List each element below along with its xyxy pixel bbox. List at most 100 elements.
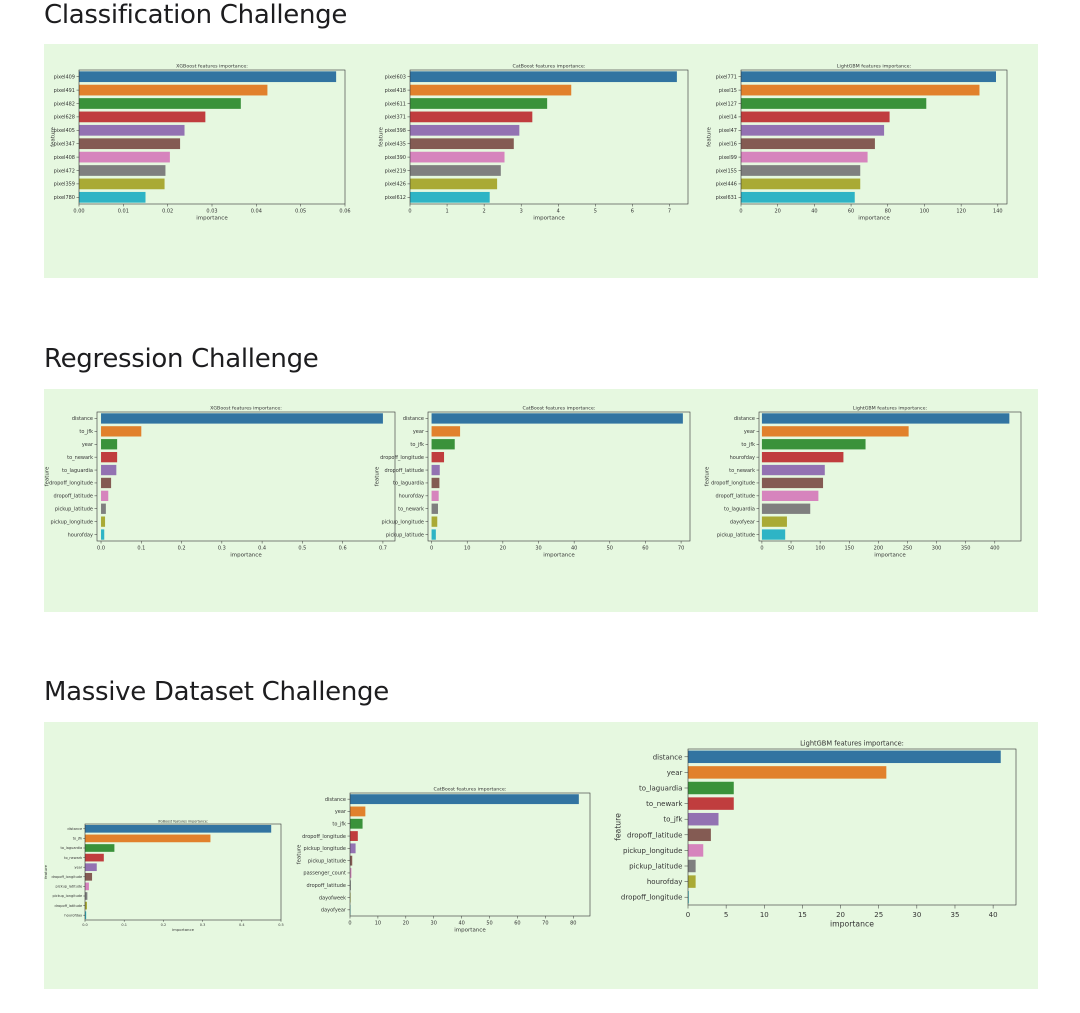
- category-label: pickup_longitude: [382, 519, 424, 525]
- category-label: pixel780: [54, 195, 75, 201]
- tick-label: 140: [993, 209, 1003, 215]
- chart-title: LightGBM features importance:: [853, 406, 928, 412]
- category-label: year: [74, 865, 82, 869]
- bar: [688, 812, 719, 826]
- section-title-regression: Regression Challenge: [44, 344, 319, 374]
- bar: [101, 426, 142, 437]
- category-label: distance: [67, 827, 82, 831]
- tick-label: 0.3: [218, 546, 226, 552]
- bar: [741, 191, 855, 203]
- bar: [79, 191, 146, 203]
- tick-label: 150: [844, 546, 854, 552]
- category-label: year: [413, 429, 425, 435]
- y-axis-label: feature: [705, 466, 711, 486]
- bar: [410, 84, 572, 96]
- tick-label: 20: [836, 911, 845, 919]
- category-label: distance: [403, 416, 424, 422]
- plot-frame: [409, 69, 689, 205]
- bar: [761, 451, 844, 463]
- tick-label: 0: [739, 209, 742, 215]
- category-label: pixel408: [54, 155, 75, 161]
- tick-label: 0: [430, 546, 433, 552]
- category-label: pixel611: [385, 101, 406, 107]
- tick-label: 70: [678, 546, 684, 552]
- regression-lightgbm-chart: LightGBM features importance: distance yea…: [705, 406, 1022, 559]
- category-label: pixel426: [385, 182, 406, 188]
- category-label: to_jfk: [741, 442, 755, 448]
- tick-label: 50: [607, 546, 613, 552]
- bar: [761, 464, 825, 476]
- category-label: year: [744, 429, 756, 435]
- bar: [761, 477, 824, 489]
- chart-title: XGBoost features importance:: [210, 406, 282, 412]
- bar: [79, 71, 337, 83]
- section-title-massive: Massive Dataset Challenge: [44, 677, 389, 707]
- category-label: pixel99: [719, 155, 737, 161]
- bar: [85, 853, 104, 862]
- x-axis-label: importance: [858, 216, 890, 222]
- bar: [79, 178, 165, 190]
- category-label: distance: [72, 416, 93, 422]
- tick-label: 40: [989, 911, 998, 919]
- tick-label: 0.3: [200, 923, 206, 927]
- x-axis-label: importance: [196, 216, 228, 222]
- bar: [741, 178, 861, 190]
- bar: [410, 98, 548, 109]
- regression-panel: [44, 389, 1038, 612]
- tick-label: 300: [932, 546, 942, 552]
- tick-label: 30: [535, 546, 541, 552]
- category-label: dropoff_latitude: [627, 831, 682, 839]
- tick-label: 20: [500, 546, 506, 552]
- tick-label: 60: [642, 546, 648, 552]
- tick-label: 20: [775, 209, 781, 215]
- bar: [688, 875, 696, 888]
- tick-label: 0.1: [137, 546, 145, 552]
- bar: [101, 529, 105, 540]
- category-label: hourofday: [399, 494, 424, 500]
- category-label: dropoff_longitude: [621, 894, 682, 902]
- bar: [350, 855, 353, 866]
- category-label: pickup_longitude: [304, 846, 346, 852]
- bar: [688, 750, 1001, 764]
- category-label: pixel603: [385, 74, 406, 80]
- category-label: year: [335, 809, 347, 815]
- x-axis-label: importance: [172, 927, 195, 932]
- category-label: pixel771: [716, 74, 737, 80]
- category-label: to_jfk: [73, 837, 83, 841]
- tick-label: 3: [520, 209, 523, 215]
- y-axis-label: feature: [51, 126, 57, 146]
- bar: [431, 503, 438, 514]
- x-axis-label: importance: [874, 553, 906, 559]
- category-label: pickup_longitude: [51, 519, 93, 525]
- category-label: dropoff_latitude: [306, 883, 346, 889]
- tick-label: 0.2: [161, 923, 167, 927]
- tick-label: 25: [874, 911, 883, 919]
- tick-label: 10: [760, 911, 769, 919]
- bar: [85, 834, 211, 843]
- tick-label: 250: [903, 546, 913, 552]
- bar: [85, 892, 88, 900]
- tick-label: 30: [431, 921, 437, 927]
- bar: [688, 890, 689, 904]
- tick-label: 0.4: [239, 923, 245, 927]
- bar: [85, 911, 87, 920]
- category-label: dayofweek: [319, 895, 346, 901]
- tick-label: 60: [848, 209, 854, 215]
- bar: [410, 111, 533, 123]
- bar: [410, 178, 498, 190]
- category-label: hourofday: [647, 878, 683, 886]
- bar: [761, 439, 866, 450]
- bar: [85, 901, 87, 910]
- massive-xgboost-chart: XGBoost features importance: distance to_j…: [43, 819, 284, 932]
- x-axis-label: importance: [543, 553, 575, 559]
- bar: [761, 503, 811, 514]
- category-label: to_newark: [398, 507, 424, 513]
- category-label: pixel405: [54, 128, 75, 134]
- category-label: pixel14: [719, 115, 737, 121]
- tick-label: 0.03: [206, 209, 217, 215]
- bar: [688, 781, 734, 795]
- classification-lightgbm-chart: LightGBM features importance: pixel771 pix…: [707, 64, 1008, 222]
- tick-label: 0.7: [379, 546, 387, 552]
- tick-label: 35: [951, 911, 960, 919]
- category-label: dropoff_latitude: [53, 494, 93, 500]
